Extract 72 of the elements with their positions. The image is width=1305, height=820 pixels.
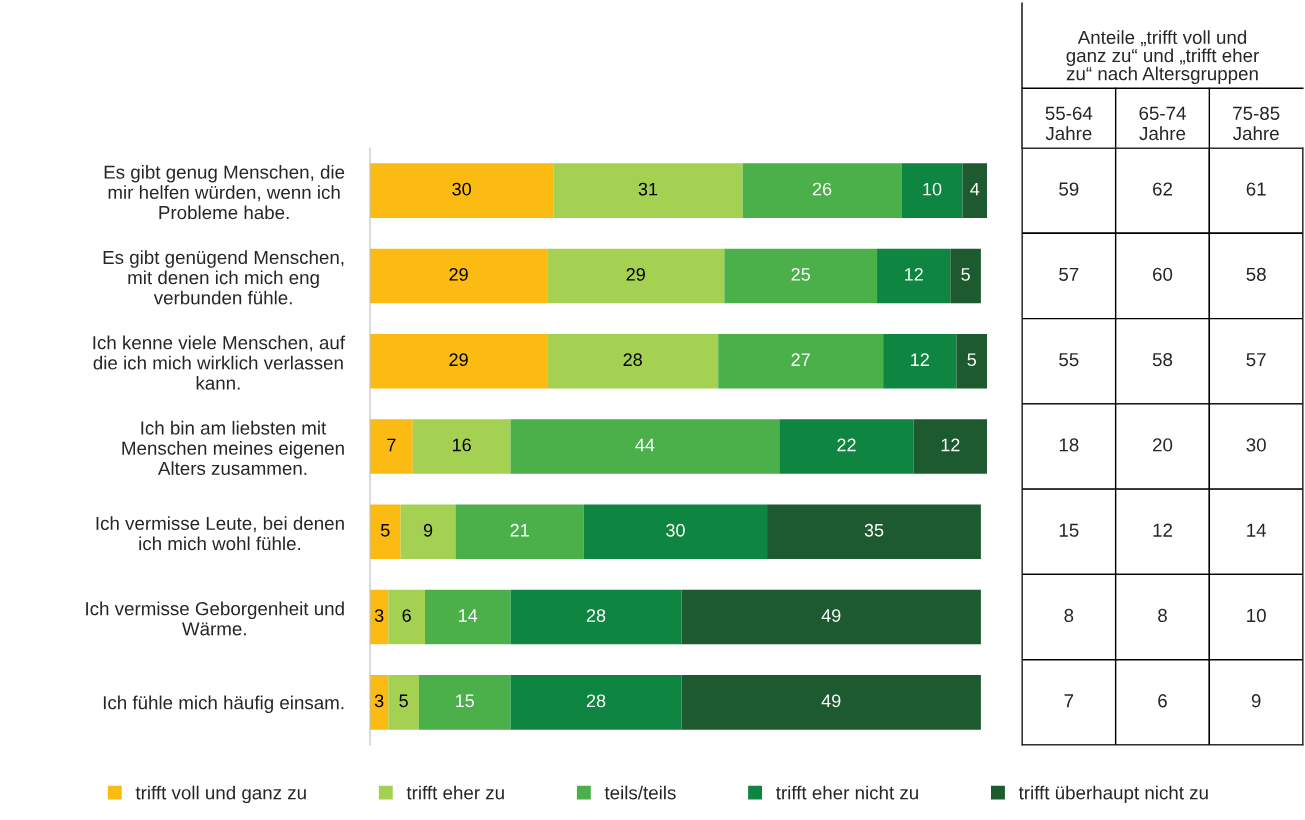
data-label: 5 [961,268,970,281]
data-label: 58 [1152,352,1173,367]
data-label: 49 [821,609,841,622]
y-tick-label: Ich kenne viele Menschen, auf die ich mich wirklich verlassen kann. [93,335,346,390]
data-label: 57 [1246,353,1266,367]
y-tick-label: Es gibt genügend Menschen, mit denen ich mich eng verbunden fühle. [103,250,344,305]
data-label: 5 [380,524,390,537]
data-label: 15 [456,694,474,708]
legend-label: trifft eher nicht zu [776,785,918,800]
data-label: 49 [821,694,841,708]
y-tick-label: Ich vermisse Geborgenheit und Wärme. [86,601,344,636]
data-label: 29 [449,353,468,367]
data-label: 55 [1059,353,1079,367]
data-label: 12 [941,438,960,452]
data-label: 22 [837,438,856,452]
data-label: 7 [1064,694,1074,708]
y-tick-label: Ich fühle mich häufig einsam. [103,695,344,714]
data-label: 28 [586,694,606,708]
data-label: 21 [510,523,529,537]
y-tick-label: Ich bin am liebsten mit Menschen meines eigenen Alters zusammen. [122,420,344,476]
data-label: 16 [452,438,471,452]
legend-label: trifft voll und ganz zu [135,785,306,804]
data-label: 20 [1153,438,1173,452]
data-label: 18 [1059,438,1079,452]
data-label: 60 [1153,267,1173,281]
data-label: 31 [638,182,658,196]
data-label: 3 [374,609,384,622]
data-label: 9 [423,523,433,537]
data-label: 10 [923,182,942,196]
data-label: 9 [1251,694,1261,708]
data-label: 8 [1064,608,1074,623]
data-label: 59 [1059,182,1079,196]
legend-label: trifft überhaupt nicht zu [1018,785,1208,804]
data-label: 5 [967,353,976,367]
data-label: 62 [1153,182,1172,196]
data-label: 4 [970,182,980,196]
legend-label: teils/teils [604,785,676,800]
data-label: 12 [911,353,929,366]
data-label: 6 [402,609,411,622]
chart-title: Anteile „trifft voll und ganz zu“ und „trifft eher zu“ nach Altersgruppen [1066,30,1259,85]
data-label: 14 [1247,523,1267,537]
data-label: 44 [635,438,655,452]
data-label: 58 [1246,267,1266,281]
data-label: 61 [1246,182,1266,196]
x-tick-label: 55-64 Jahre [1045,106,1093,141]
data-label: 26 [812,182,832,196]
data-label: 3 [374,694,384,708]
data-label: 15 [1059,523,1079,537]
data-label: 6 [1158,694,1167,708]
data-label: 29 [626,267,645,281]
data-label: 27 [791,353,810,366]
data-label: 12 [905,267,923,281]
data-label: 30 [452,182,471,196]
data-label: 8 [1158,608,1167,623]
data-label: 30 [666,523,685,537]
data-label: 28 [623,353,642,367]
x-tick-label: 75-85 Jahre [1233,106,1280,141]
data-label: 5 [399,694,408,708]
x-tick-label: 65-74 Jahre [1139,106,1186,141]
y-tick-label: Ich vermisse Leute, bei denen ich mich wohl fühle. [96,516,344,551]
data-label: 35 [864,523,884,537]
data-label: 57 [1059,267,1079,281]
data-label: 29 [449,267,468,281]
data-label: 25 [791,267,810,281]
data-label: 12 [1153,523,1172,537]
legend-label: trifft eher zu [406,785,504,800]
data-label: 10 [1247,608,1266,623]
data-label: 7 [387,438,396,452]
data-label: 30 [1246,438,1266,452]
y-tick-label: Es gibt genug Menschen, die mir helfen würden, wenn ich Probleme habe. [104,165,345,220]
data-label: 14 [459,609,478,622]
data-label: 28 [586,609,606,622]
